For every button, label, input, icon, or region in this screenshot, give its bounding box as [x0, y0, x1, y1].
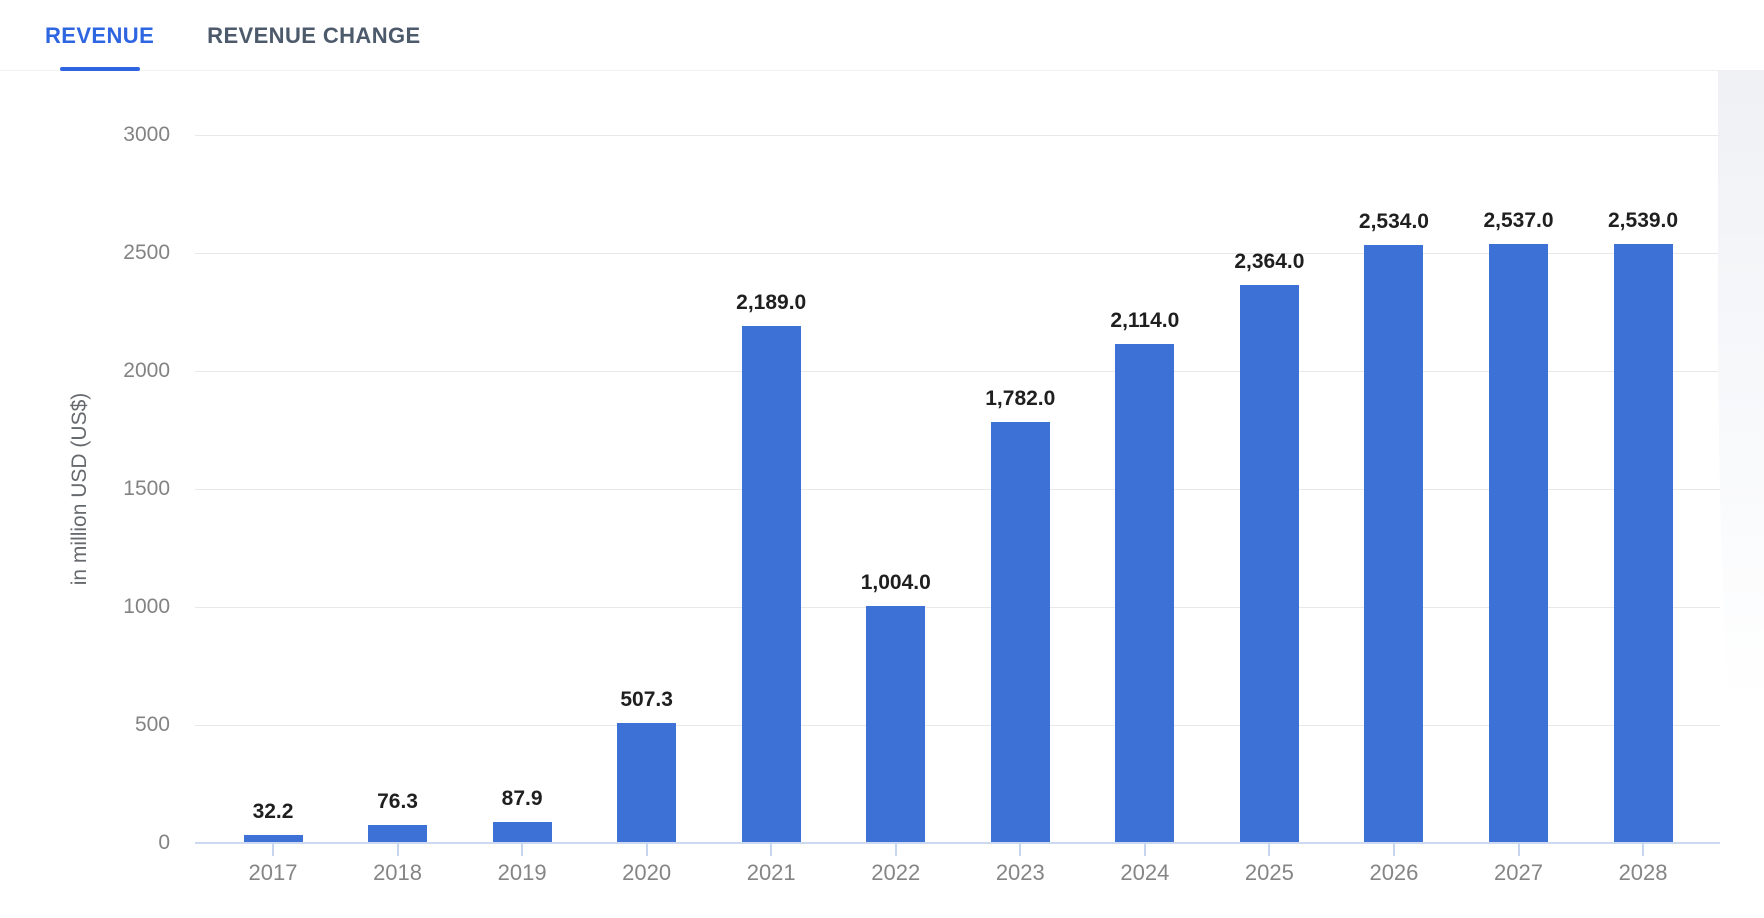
y-tick-label: 0 — [158, 831, 170, 854]
bar-value-label: 1,004.0 — [860, 571, 931, 594]
bar-value-label: 2,539.0 — [1608, 209, 1679, 232]
x-tick-label: 2018 — [373, 860, 423, 885]
bar-2020[interactable] — [617, 723, 677, 842]
y-tick-label: 1000 — [123, 595, 170, 618]
x-tick-mark — [1268, 843, 1271, 856]
x-tick-mark — [1517, 843, 1520, 856]
y-tick-label: 3000 — [123, 123, 170, 146]
tab-revenue-change[interactable]: REVENUE CHANGE — [207, 0, 420, 70]
x-tick-label: 2022 — [871, 860, 921, 885]
x-tick-label: 2027 — [1494, 860, 1543, 885]
gridline-2500 — [195, 253, 1720, 254]
tab-revenue-label: REVENUE — [45, 23, 155, 48]
tab-bar: REVENUE REVENUE CHANGE — [0, 0, 1764, 71]
x-tick-mark — [1642, 843, 1645, 856]
y-tick-label: 2500 — [123, 241, 170, 264]
bar-2019[interactable] — [492, 822, 552, 842]
bar-value-label: 76.3 — [377, 790, 418, 813]
bar-chart: in million USD (US$) 0 500 1000 1500 2000 250… — [0, 71, 1764, 918]
bar-value-label: 2,189.0 — [736, 291, 807, 314]
bar-2026[interactable] — [1364, 245, 1424, 842]
bar-value-label: 507.3 — [620, 688, 673, 711]
bar-2017[interactable] — [243, 835, 303, 842]
x-tick-mark — [396, 843, 399, 856]
x-tick-label: 2026 — [1369, 860, 1419, 885]
bar-2018[interactable] — [368, 825, 428, 842]
bar-value-label: 2,114.0 — [1110, 309, 1180, 332]
tab-revenue[interactable]: REVENUE — [45, 0, 155, 71]
bar-2027[interactable] — [1489, 244, 1548, 842]
tab-revenue-change-label: REVENUE CHANGE — [207, 23, 421, 48]
x-tick-mark — [272, 843, 274, 856]
x-tick-label: 2024 — [1120, 860, 1170, 885]
bar-2024[interactable] — [1115, 344, 1175, 842]
x-tick-label: 2023 — [995, 860, 1045, 885]
x-tick-label: 2021 — [746, 860, 796, 885]
bar-value-label: 2,534.0 — [1358, 210, 1429, 233]
bar-value-label: 87.9 — [501, 787, 543, 810]
x-tick-label: 2017 — [248, 860, 298, 885]
x-tick-mark — [645, 843, 648, 856]
bar-2028[interactable] — [1613, 244, 1673, 842]
x-tick-mark — [1019, 843, 1022, 856]
gridline-500 — [195, 725, 1720, 726]
x-tick-mark — [521, 843, 524, 856]
bar-value-label: 32.2 — [252, 800, 294, 823]
x-tick-mark — [1392, 843, 1395, 856]
x-tick-label: 2028 — [1618, 860, 1668, 885]
x-tick-mark — [1143, 843, 1146, 856]
y-tick-label: 2000 — [123, 359, 170, 382]
gridline-2000 — [195, 371, 1720, 372]
x-tick-mark — [894, 843, 897, 856]
bar-value-label: 2,364.0 — [1234, 250, 1305, 273]
gridline-3000 — [195, 135, 1720, 136]
x-tick-label: 2025 — [1244, 860, 1294, 885]
gridline-1500 — [195, 489, 1720, 490]
x-tick-label: 2020 — [622, 860, 672, 885]
bar-2021[interactable] — [741, 326, 801, 842]
x-tick-label: 2019 — [497, 860, 547, 885]
bar-2025[interactable] — [1239, 285, 1299, 842]
x-axis-line — [195, 842, 1720, 844]
x-tick-mark — [770, 843, 773, 856]
bar-value-label: 1,782.0 — [985, 387, 1056, 410]
gridline-1000 — [195, 607, 1720, 608]
y-tick-label: 1500 — [123, 477, 170, 500]
bar-2023[interactable] — [990, 422, 1050, 842]
active-tab-underline — [59, 67, 140, 71]
bar-2022[interactable] — [866, 606, 926, 842]
y-tick-label: 500 — [134, 713, 170, 736]
bar-value-label: 2,537.0 — [1483, 209, 1554, 232]
